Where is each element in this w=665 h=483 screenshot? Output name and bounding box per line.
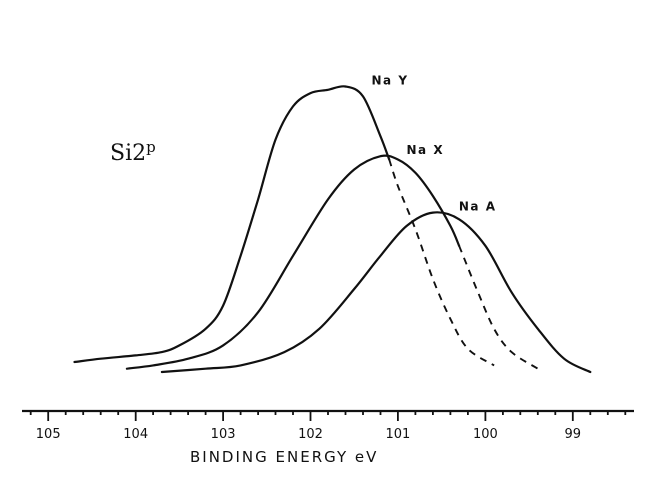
series-na-x-dashed-line [458, 245, 539, 370]
x-tick-label-101: 101 [385, 427, 410, 442]
x-tick-label-100: 100 [473, 427, 498, 442]
series-na-y-dashed-line [388, 159, 495, 367]
plot-area [73, 85, 592, 374]
spectrum-annotation: Si2p [110, 138, 156, 166]
series-na-x-line [125, 154, 461, 370]
series-na-y-line [73, 85, 391, 364]
series-label-na-a: Na A [459, 200, 497, 214]
series-label-na-x: Na X [407, 143, 445, 157]
x-tick-label-105: 105 [36, 427, 61, 442]
x-tick-label-103: 103 [211, 427, 236, 442]
x-axis: 105 104 103 102 101 100 99 [22, 409, 634, 442]
x-tick-label-102: 102 [298, 427, 323, 442]
series-na-a-line [160, 211, 592, 374]
x-axis-label: BINDING ENERGY eV [190, 448, 378, 466]
series-label-na-y: Na Y [372, 74, 409, 88]
series-labels: Na Y Na X Na A [372, 74, 497, 214]
x-tick-label-99: 99 [565, 427, 582, 442]
x-tick-label-104: 104 [123, 427, 148, 442]
